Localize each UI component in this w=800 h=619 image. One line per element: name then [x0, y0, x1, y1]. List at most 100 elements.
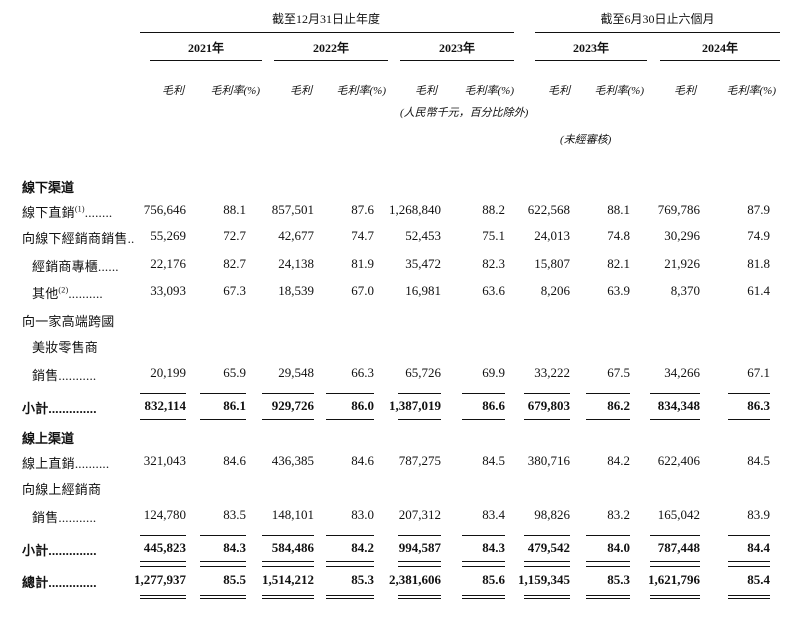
subtotal-rule-top	[462, 535, 505, 536]
year-header-2022: 2022年	[312, 41, 349, 55]
col-header-gross-profit: 毛利	[415, 85, 437, 97]
row-label: 美妝零售商	[32, 337, 98, 356]
subtotal-rule-bottom	[398, 419, 441, 420]
row-label-text: 美妝零售商	[32, 340, 99, 355]
cell-gross-profit: 8,370	[670, 283, 700, 298]
cell-gross-profit: 1,277,937	[134, 572, 186, 587]
leader-dots: ..........	[74, 456, 110, 471]
subtotal-rule-top	[200, 535, 246, 536]
cell-gross-margin: 75.1	[482, 228, 505, 243]
cell-gross-profit: 436,385	[271, 453, 314, 468]
cell-gross-margin: 65.9	[223, 365, 246, 380]
year-header-2021: 2021年	[187, 41, 224, 55]
row-label: 線上直銷..........	[22, 453, 109, 472]
subtotal-rule-bottom	[524, 419, 570, 420]
subtotal-rule-top	[140, 393, 186, 394]
total-double-rule	[586, 598, 630, 599]
row-label: 線下直銷(1)........	[22, 202, 112, 221]
subtotal-rule-bottom	[524, 561, 570, 562]
cell-gross-profit: 165,042	[657, 507, 700, 522]
cell-gross-profit: 18,539	[278, 283, 314, 298]
leader-dots: ...........	[58, 368, 97, 383]
cell-gross-margin: 74.8	[607, 228, 630, 243]
subtotal-rule-top	[462, 393, 505, 394]
row-label: 向線下經銷商銷售..	[22, 228, 135, 247]
cell-gross-profit: 52,453	[405, 228, 441, 243]
total-rule-top	[326, 566, 374, 567]
total-double-rule	[728, 598, 770, 599]
cell-gross-margin: 86.1	[223, 398, 246, 413]
cell-gross-margin: 72.7	[223, 228, 246, 243]
leader-dots: ..........	[68, 286, 103, 301]
year-rule-2024-h1	[660, 60, 780, 61]
cell-gross-profit: 8,206	[540, 283, 570, 298]
total-double-rule	[650, 595, 700, 596]
cell-gross-margin: 82.7	[223, 256, 246, 271]
total-rule-top	[200, 566, 246, 567]
year-rule-2023	[400, 60, 514, 61]
cell-gross-margin: 87.9	[747, 202, 770, 217]
row-label: 向一家高端跨國	[22, 311, 114, 330]
cell-gross-profit: 2,381,606	[389, 572, 441, 587]
cell-gross-profit: 33,093	[150, 283, 186, 298]
cell-gross-profit: 769,786	[657, 202, 700, 217]
col-header-gross-margin: 毛利率(%)	[464, 85, 515, 97]
cell-gross-profit: 55,269	[150, 228, 186, 243]
cell-gross-margin: 88.1	[223, 202, 246, 217]
subtotal-rule-bottom	[200, 561, 246, 562]
cell-gross-margin: 66.3	[351, 365, 374, 380]
subtotal-rule-top	[398, 393, 441, 394]
row-label-text: 其他	[32, 286, 59, 301]
year-rule-2022	[274, 60, 388, 61]
subtotal-rule-bottom	[586, 561, 630, 562]
subtotal-rule-bottom	[398, 561, 441, 562]
subtotal-rule-top	[262, 393, 314, 394]
cell-gross-margin: 86.3	[747, 398, 770, 413]
total-double-rule	[586, 595, 630, 596]
footnote-marker: (1)	[74, 204, 85, 214]
year-rule-2023-h1	[535, 60, 647, 61]
cell-gross-profit: 124,780	[143, 507, 186, 522]
cell-gross-profit: 787,448	[657, 540, 700, 555]
total-double-rule	[326, 598, 374, 599]
row-label: 經銷商專櫃......	[32, 256, 119, 275]
row-label-text: 線下直銷	[22, 205, 75, 220]
row-label-text: 向一家高端跨國	[22, 314, 115, 329]
cell-gross-profit: 33,222	[534, 365, 570, 380]
cell-gross-margin: 85.4	[747, 572, 770, 587]
cell-gross-profit: 479,542	[527, 540, 570, 555]
cell-gross-margin: 84.4	[747, 540, 770, 555]
cell-gross-profit: 445,823	[143, 540, 186, 555]
cell-gross-margin: 86.0	[351, 398, 374, 413]
total-double-rule	[140, 598, 186, 599]
total-double-rule	[462, 595, 505, 596]
cell-gross-margin: 67.0	[351, 283, 374, 298]
cell-gross-margin: 82.3	[482, 256, 505, 271]
subtotal-rule-bottom	[200, 419, 246, 420]
cell-gross-profit: 98,826	[534, 507, 570, 522]
section-online-channels: 線上渠道	[22, 431, 75, 446]
subtotal-rule-top	[524, 393, 570, 394]
leader-dots: ..............	[48, 543, 97, 558]
cell-gross-margin: 63.9	[607, 283, 630, 298]
subtotal-rule-top	[200, 393, 246, 394]
cell-gross-margin: 63.6	[482, 283, 505, 298]
subtotal-rule-bottom	[140, 419, 186, 420]
cell-gross-margin: 84.2	[351, 540, 374, 555]
total-rule-top	[462, 566, 505, 567]
col-header-gross-margin: 毛利率(%)	[594, 85, 645, 97]
cell-gross-margin: 83.5	[223, 507, 246, 522]
total-double-rule	[728, 595, 770, 596]
subtotal-rule-bottom	[586, 419, 630, 420]
subtotal-rule-top	[326, 393, 374, 394]
total-double-rule	[524, 598, 570, 599]
subtotal-rule-bottom	[262, 561, 314, 562]
cell-gross-margin: 83.2	[607, 507, 630, 522]
subtotal-rule-top	[262, 535, 314, 536]
cell-gross-profit: 207,312	[398, 507, 441, 522]
cell-gross-margin: 67.1	[747, 365, 770, 380]
cell-gross-margin: 67.3	[223, 283, 246, 298]
cell-gross-profit: 584,486	[271, 540, 314, 555]
subtotal-rule-top	[586, 393, 630, 394]
cell-gross-profit: 34,266	[664, 365, 700, 380]
